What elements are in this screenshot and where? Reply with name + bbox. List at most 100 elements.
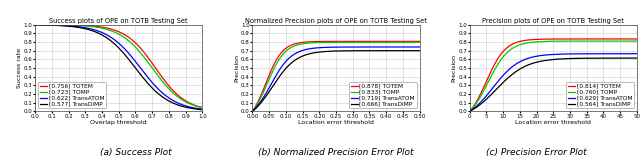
Title: Normalized Precision plots of OPE on TOTB Testing Set: Normalized Precision plots of OPE on TOT…	[245, 17, 427, 24]
[0.564] TransDiMP	[556, 58, 564, 60]
[0.833] TOMP	[416, 41, 424, 43]
[0.666] TransDiMP	[339, 50, 347, 52]
[0.878] TOTEM	[248, 110, 256, 112]
[0.622] TransATOM	[111, 39, 118, 41]
Line: [0.814] TOTEM: [0.814] TOTEM	[470, 39, 637, 111]
[0.666] TransDiMP	[385, 50, 393, 52]
[0.833] TOMP	[385, 41, 393, 43]
Title: Success plots of OPE on TOTB Testing Set: Success plots of OPE on TOTB Testing Set	[49, 17, 188, 24]
Line: [0.723] TOMP: [0.723] TOMP	[35, 25, 202, 108]
[0.577] TransDiMP	[195, 108, 202, 110]
Line: [0.577] TransDiMP: [0.577] TransDiMP	[35, 25, 202, 110]
[0.878] TOTEM	[329, 40, 337, 42]
[0.760] TOMP	[556, 40, 564, 42]
Line: [0.760] TOMP: [0.760] TOMP	[470, 41, 637, 111]
[0.756] TOTEM	[195, 105, 202, 107]
[0.756] TOTEM	[111, 29, 118, 31]
[0.719] TransATOM	[348, 46, 356, 48]
[0.622] TransATOM	[198, 108, 206, 110]
[0.878] TOTEM	[328, 40, 335, 42]
[0.760] TOMP	[546, 40, 554, 42]
[0.878] TOTEM	[339, 40, 347, 42]
[0.577] TransDiMP	[112, 44, 120, 46]
[0.723] TOMP	[168, 91, 176, 93]
[0.666] TransDiMP	[412, 50, 419, 52]
[0.760] TOMP	[629, 40, 637, 42]
[0.577] TransDiMP	[198, 109, 206, 111]
Legend: [0.878] TOTEM, [0.833] TOMP, [0.719] TransATOM, [0.666] TransDiMP: [0.878] TOTEM, [0.833] TOMP, [0.719] Tra…	[349, 82, 417, 108]
[0.622] TransATOM	[31, 24, 39, 26]
[0.814] TOTEM	[546, 38, 554, 40]
[0.756] TOTEM	[112, 30, 120, 31]
[0.833] TOMP	[412, 41, 419, 43]
Text: (b) Normalized Precision Error Plot: (b) Normalized Precision Error Plot	[259, 148, 413, 157]
[0.666] TransDiMP	[416, 50, 424, 52]
[0.629] TransATOM	[633, 53, 640, 55]
[0.760] TOMP	[633, 40, 640, 42]
[0.719] TransATOM	[416, 46, 424, 48]
[0.577] TransDiMP	[131, 66, 138, 68]
[0.629] TransATOM	[466, 110, 474, 112]
[0.723] TOMP	[131, 45, 138, 47]
[0.723] TOMP	[111, 31, 118, 33]
[0.564] TransDiMP	[545, 59, 553, 61]
[0.756] TOTEM	[31, 24, 39, 26]
[0.622] TransATOM	[122, 49, 129, 51]
[0.814] TOTEM	[545, 38, 553, 40]
Y-axis label: Precision: Precision	[452, 54, 457, 82]
[0.760] TOMP	[565, 40, 573, 42]
Line: [0.629] TransATOM: [0.629] TransATOM	[470, 54, 637, 111]
[0.833] TOMP	[328, 41, 335, 43]
[0.756] TOTEM	[122, 34, 129, 36]
Text: (c) Precision Error Plot: (c) Precision Error Plot	[486, 148, 587, 157]
[0.833] TOMP	[339, 41, 347, 43]
[0.760] TOMP	[603, 40, 611, 42]
[0.666] TransDiMP	[328, 50, 335, 52]
[0.814] TOTEM	[466, 110, 474, 112]
X-axis label: Location error threshold: Location error threshold	[515, 121, 591, 125]
[0.666] TransDiMP	[348, 50, 356, 52]
Y-axis label: Precision: Precision	[234, 54, 239, 82]
[0.629] TransATOM	[546, 54, 554, 56]
[0.723] TOMP	[122, 37, 129, 39]
[0.723] TOMP	[31, 24, 39, 26]
X-axis label: Location error threshold: Location error threshold	[298, 121, 374, 125]
[0.878] TOTEM	[385, 40, 393, 42]
Line: [0.564] TransDiMP: [0.564] TransDiMP	[470, 58, 637, 111]
[0.723] TOMP	[112, 32, 120, 34]
[0.622] TransATOM	[112, 40, 120, 41]
[0.666] TransDiMP	[248, 110, 256, 112]
[0.577] TransDiMP	[122, 55, 129, 56]
[0.878] TOTEM	[412, 40, 419, 42]
[0.833] TOMP	[248, 110, 256, 112]
[0.629] TransATOM	[545, 54, 553, 56]
[0.629] TransATOM	[565, 53, 573, 55]
Title: Precision plots of OPE on TOTB Testing Set: Precision plots of OPE on TOTB Testing S…	[483, 17, 624, 24]
Text: (a) Success Plot: (a) Success Plot	[100, 148, 172, 157]
Y-axis label: Success rate: Success rate	[17, 48, 22, 88]
[0.666] TransDiMP	[329, 50, 337, 52]
[0.814] TOTEM	[603, 38, 611, 40]
Line: [0.756] TOTEM: [0.756] TOTEM	[35, 25, 202, 107]
[0.629] TransATOM	[603, 53, 611, 55]
[0.564] TransDiMP	[546, 59, 554, 61]
[0.564] TransDiMP	[633, 57, 640, 59]
[0.719] TransATOM	[412, 46, 419, 48]
[0.577] TransDiMP	[31, 24, 39, 26]
[0.878] TOTEM	[348, 40, 356, 42]
[0.756] TOTEM	[168, 89, 176, 90]
[0.564] TransDiMP	[629, 57, 637, 59]
[0.723] TOMP	[198, 107, 206, 109]
[0.629] TransATOM	[556, 53, 564, 55]
[0.564] TransDiMP	[565, 58, 573, 59]
Line: [0.833] TOMP: [0.833] TOMP	[252, 42, 420, 111]
Line: [0.666] TransDiMP: [0.666] TransDiMP	[252, 51, 420, 111]
[0.756] TOTEM	[198, 107, 206, 108]
[0.878] TOTEM	[416, 40, 424, 42]
Legend: [0.814] TOTEM, [0.760] TOMP, [0.629] TransATOM, [0.564] TransDiMP: [0.814] TOTEM, [0.760] TOMP, [0.629] Tra…	[566, 82, 634, 108]
[0.564] TransDiMP	[466, 110, 474, 112]
[0.719] TransATOM	[248, 110, 256, 112]
[0.577] TransDiMP	[168, 102, 176, 104]
[0.760] TOMP	[545, 40, 553, 42]
Line: [0.878] TOTEM: [0.878] TOTEM	[252, 41, 420, 111]
